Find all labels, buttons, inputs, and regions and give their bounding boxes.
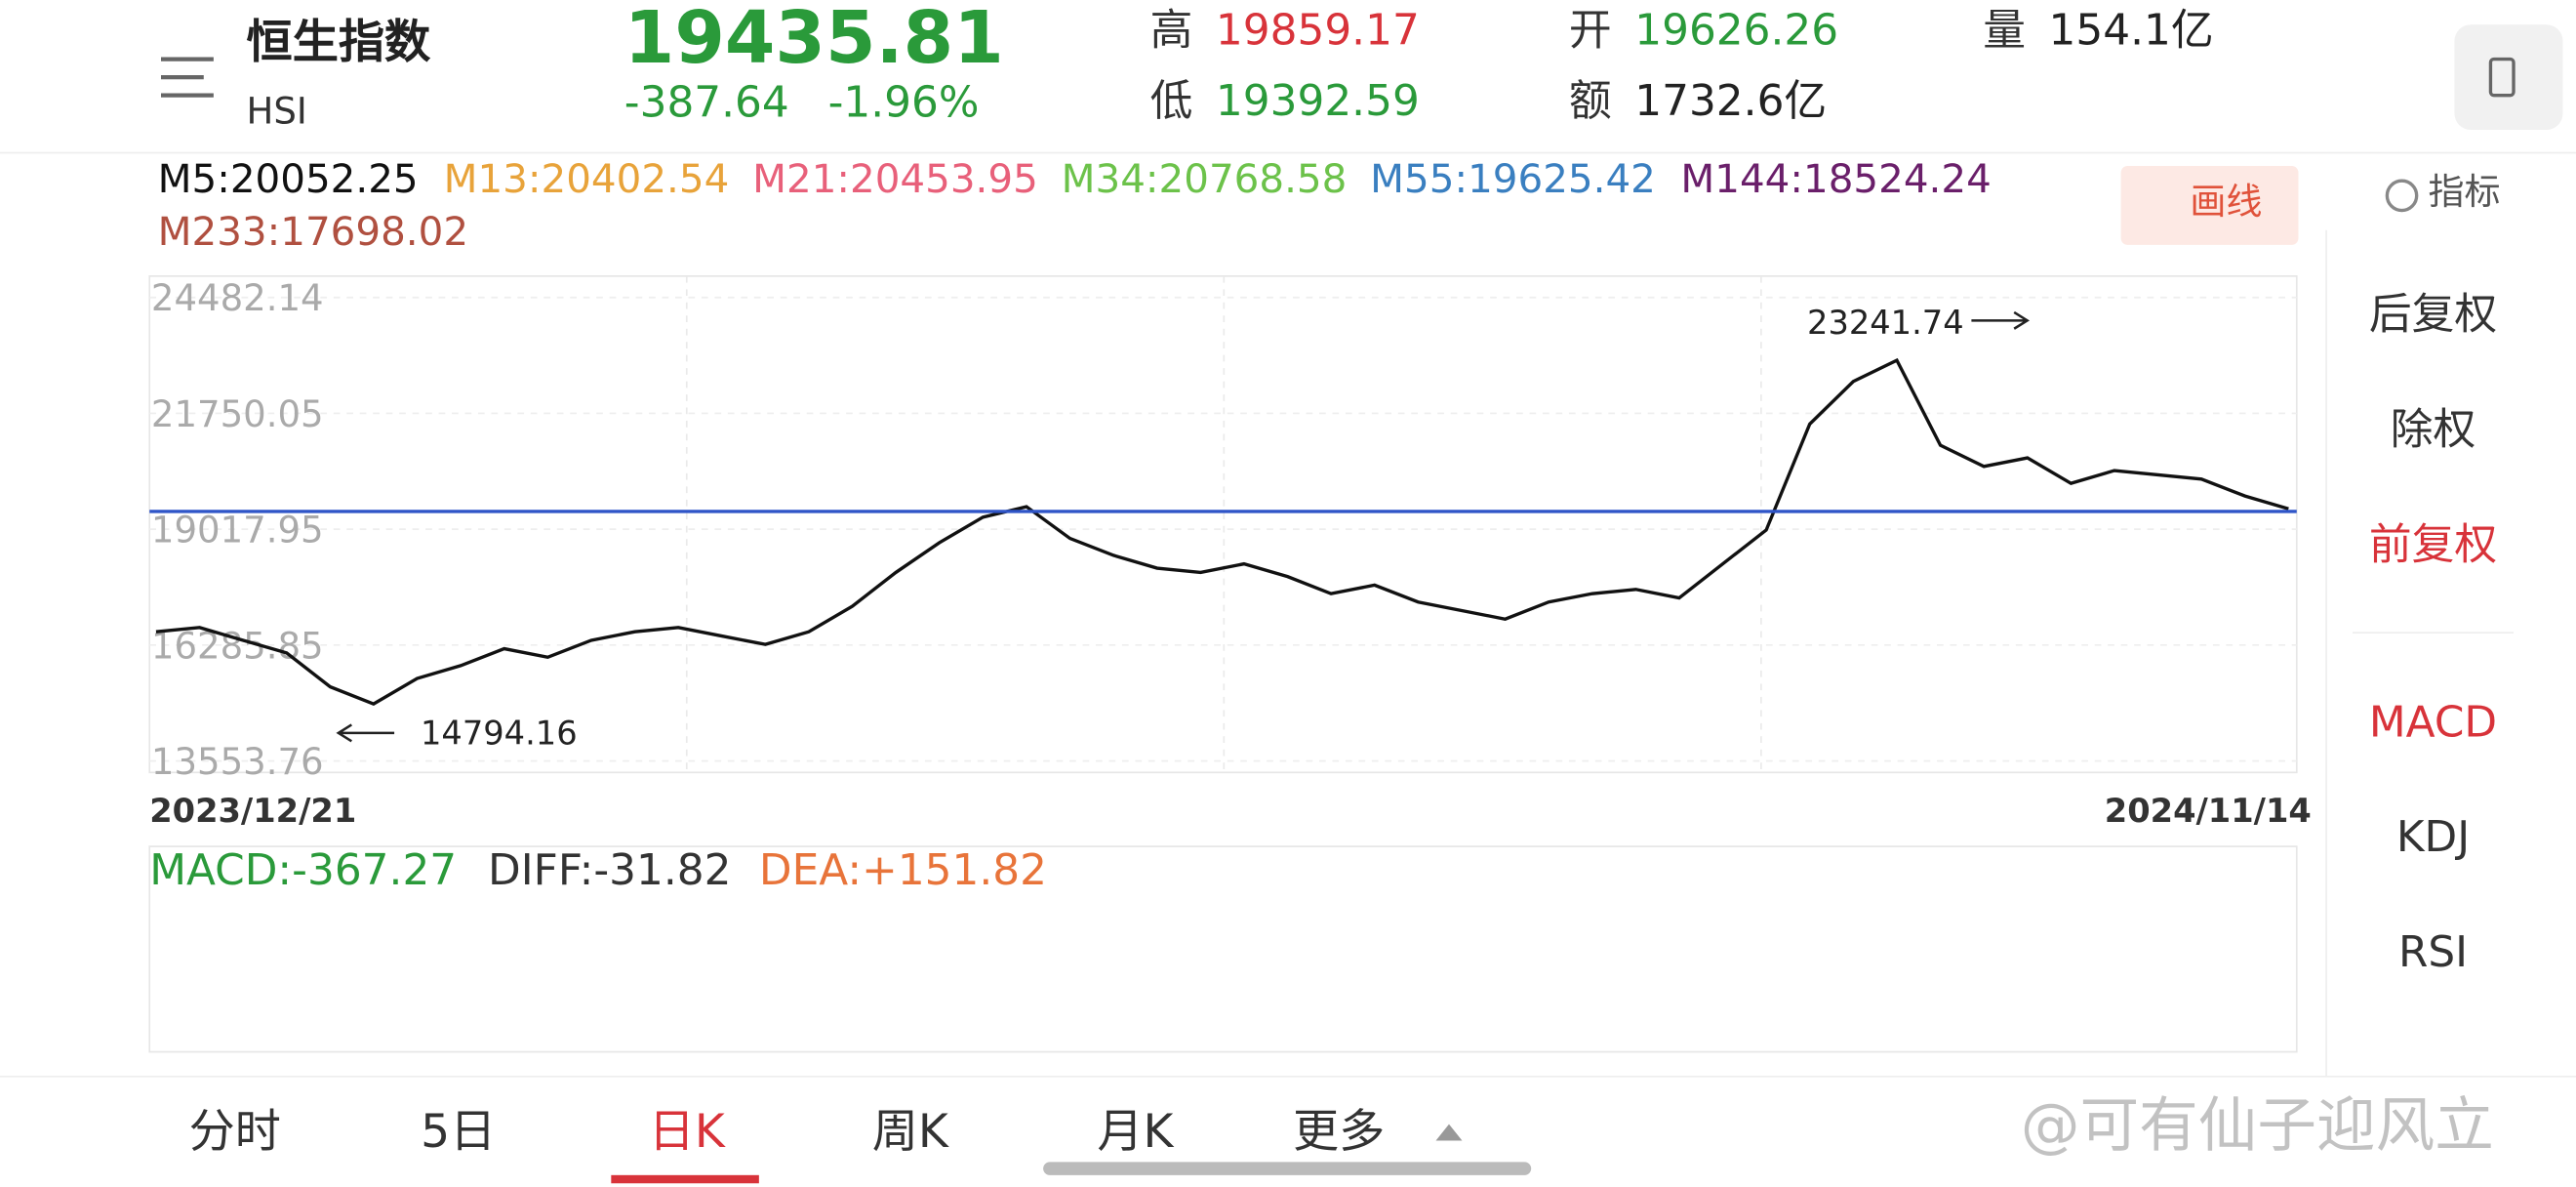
ma-label: M13:20402.54 xyxy=(443,155,730,203)
ma-label: M21:20453.95 xyxy=(752,155,1038,203)
diff-label: DIFF:-31.82 xyxy=(488,846,732,896)
vertical-grid xyxy=(685,275,1762,773)
watermark: @可有仙子迎风立 xyxy=(2020,1092,2494,1161)
stat-value: 1732.6亿 xyxy=(1634,77,1828,127)
tab[interactable]: 分时 xyxy=(188,1104,281,1159)
side-item[interactable]: 后复权 xyxy=(2368,291,2498,341)
ma-label: M233:17698.02 xyxy=(157,208,469,255)
side-item[interactable]: KDJ xyxy=(2395,813,2471,863)
start-date: 2023/12/21 xyxy=(149,790,357,831)
side-item[interactable]: 除权 xyxy=(2390,405,2476,456)
stat-value: 19859.17 xyxy=(1215,6,1420,57)
change: -387.64 xyxy=(624,78,789,129)
price: 19435.81 xyxy=(624,0,1004,81)
ma-label: M34:20768.58 xyxy=(1061,155,1348,203)
side-item[interactable]: RSI xyxy=(2397,928,2469,978)
macd-label: MACD:-367.27 xyxy=(149,846,458,896)
tab[interactable]: 日K xyxy=(648,1104,725,1159)
indicator-button[interactable]: 指标 xyxy=(2428,172,2501,214)
index-name: 恒生指数 xyxy=(246,15,431,69)
stat-label: 高 xyxy=(1149,6,1193,57)
side-item[interactable]: MACD xyxy=(2368,698,2498,749)
menu-icon xyxy=(160,57,214,98)
ma-label: M55:19625.42 xyxy=(1370,155,1656,203)
device-button[interactable] xyxy=(2454,24,2563,131)
y-tick-label: 21750.05 xyxy=(151,393,324,435)
tab-underline xyxy=(611,1174,759,1184)
tab[interactable]: 5日 xyxy=(421,1104,497,1159)
draw-button[interactable]: 画线 xyxy=(2190,182,2263,224)
draw-button-bg[interactable] xyxy=(2120,166,2299,245)
stat-value: 19626.26 xyxy=(1634,6,1839,57)
low-arrow xyxy=(336,723,395,743)
end-date: 2024/11/14 xyxy=(2104,790,2312,831)
stat-label: 低 xyxy=(1149,77,1193,127)
dea-label: DEA:+151.82 xyxy=(758,846,1047,896)
stat-label: 开 xyxy=(1568,6,1612,57)
gauge-icon xyxy=(2385,179,2419,213)
ma-label: M144:18524.24 xyxy=(1680,155,1992,203)
stat-label: 量 xyxy=(1983,6,2026,57)
high-note: 23241.74 xyxy=(1807,304,1964,342)
ma-label: M5:20052.25 xyxy=(157,155,419,203)
side-item[interactable]: 前复权 xyxy=(2368,520,2498,571)
more-arrow xyxy=(1435,1124,1463,1141)
y-tick-label: 19017.95 xyxy=(151,510,324,552)
tab[interactable]: 月K xyxy=(1097,1104,1174,1159)
y-tick-label: 24482.14 xyxy=(151,277,324,319)
scrollbar xyxy=(1043,1162,1532,1175)
low-note: 14794.16 xyxy=(421,715,578,753)
tab[interactable]: 更多 xyxy=(1293,1104,1386,1159)
y-tick-label: 13553.76 xyxy=(151,741,324,783)
change-pct: -1.96% xyxy=(827,78,980,129)
high-arrow xyxy=(1971,310,2031,330)
index-code: HSI xyxy=(246,92,307,134)
device-icon xyxy=(2488,57,2516,98)
stat-value: 19392.59 xyxy=(1215,77,1420,127)
tab[interactable]: 周K xyxy=(871,1104,948,1159)
stat-value: 154.1亿 xyxy=(2048,6,2214,57)
stat-label: 额 xyxy=(1568,77,1612,127)
close-line xyxy=(155,357,2289,706)
macd-frame xyxy=(148,845,2298,1053)
